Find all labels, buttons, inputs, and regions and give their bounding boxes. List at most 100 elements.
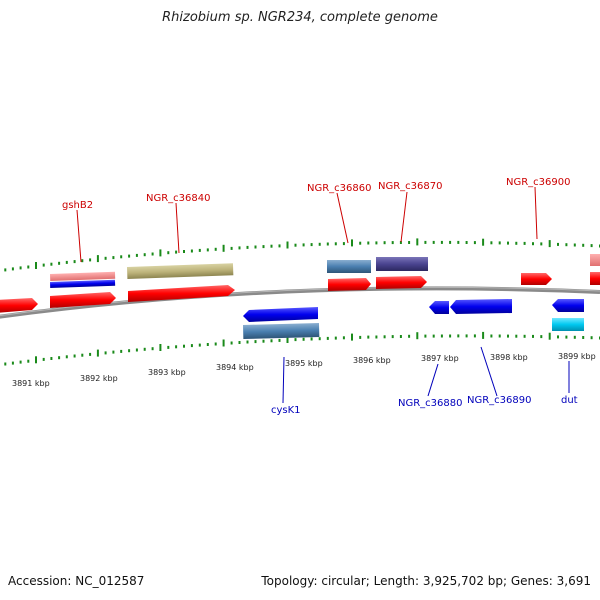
- minor-tick: [498, 241, 501, 245]
- cds-reverse-cysK1[interactable]: [243, 307, 318, 322]
- minor-tick: [270, 339, 273, 343]
- major-tick: [286, 241, 289, 249]
- minor-tick: [42, 357, 45, 361]
- minor-tick: [507, 241, 509, 245]
- major-tick: [222, 339, 225, 347]
- cds-forward-NGR_c36840[interactable]: [128, 285, 235, 302]
- minor-tick: [565, 335, 568, 339]
- minor-tick: [532, 334, 534, 338]
- major-tick: [351, 239, 353, 247]
- cds-forward-gshB2[interactable]: [50, 292, 116, 308]
- gene-label-gshB2[interactable]: gshB2: [62, 200, 93, 211]
- scale-label: 3894 kbp: [216, 363, 254, 372]
- gene-label-NGR_c36870[interactable]: NGR_c36870: [378, 181, 443, 192]
- cds-reverse-NGR_c36890[interactable]: [450, 299, 512, 314]
- minor-tick: [490, 334, 493, 338]
- minor-tick: [375, 241, 378, 245]
- gene-labels: gshB2 NGR_c36840 NGR_c36860 NGR_c36870 N…: [62, 177, 578, 416]
- misc-feature-gshB2[interactable]: [50, 279, 116, 288]
- minor-tick: [490, 241, 493, 245]
- rna-feature-gshB2[interactable]: [50, 271, 116, 281]
- minor-tick: [50, 357, 53, 360]
- cds-forward-NGR_c36900[interactable]: [521, 273, 552, 285]
- minor-tick: [318, 337, 321, 341]
- scale-label: 3899 kbp: [558, 352, 596, 361]
- reverse-tick-row: [4, 331, 600, 366]
- cds-reverse-dut[interactable]: [552, 299, 584, 312]
- minor-tick: [89, 258, 92, 262]
- gene-label-NGR_c36840[interactable]: NGR_c36840: [146, 193, 211, 204]
- cds-forward-NGR_c36860[interactable]: [328, 278, 371, 291]
- cds-reverse-NGR_c36880[interactable]: [429, 301, 449, 314]
- minor-tick: [89, 352, 92, 356]
- minor-tick: [143, 347, 146, 351]
- minor-tick: [19, 360, 22, 364]
- minor-tick: [120, 255, 123, 259]
- minor-tick: [151, 347, 154, 351]
- rna-feature[interactable]: [590, 254, 600, 266]
- major-tick: [35, 262, 37, 269]
- minor-tick: [457, 334, 460, 338]
- misc-feature-NGR_c36840[interactable]: [126, 263, 234, 279]
- minor-tick: [557, 335, 559, 339]
- cds-forward-NGR_c36870[interactable]: [376, 276, 427, 289]
- minor-tick: [367, 335, 370, 339]
- minor-tick: [310, 337, 313, 341]
- minor-tick: [230, 341, 233, 345]
- minor-tick: [367, 241, 370, 245]
- forward-features: [0, 254, 600, 313]
- misc-feature-dut[interactable]: [552, 318, 584, 331]
- scale-label: 3896 kbp: [353, 356, 391, 365]
- minor-tick: [65, 355, 68, 359]
- map-title: Rhizobium sp. NGR234, complete genome: [162, 10, 438, 25]
- minor-tick: [449, 240, 452, 244]
- major-tick: [286, 336, 289, 343]
- minor-tick: [359, 335, 362, 339]
- major-tick: [416, 332, 419, 340]
- minor-tick: [175, 345, 178, 349]
- forward-tick-row: [4, 238, 600, 272]
- minor-tick: [326, 242, 329, 246]
- cds-forward[interactable]: [0, 298, 38, 313]
- minor-tick: [151, 252, 154, 256]
- reverse-features: [243, 299, 584, 339]
- minor-tick: [143, 253, 146, 257]
- major-tick: [222, 244, 225, 252]
- minor-tick: [238, 246, 241, 250]
- gene-label-NGR_c36890[interactable]: NGR_c36890: [467, 395, 532, 406]
- minor-tick: [120, 349, 123, 353]
- minor-tick: [383, 335, 386, 339]
- major-tick: [482, 331, 485, 339]
- scale-labels: 3891 kbp 3892 kbp 3893 kbp 3894 kbp 3895…: [12, 352, 596, 388]
- gene-label-NGR_c36900[interactable]: NGR_c36900: [506, 177, 571, 188]
- minor-tick: [540, 335, 543, 339]
- misc-feature-NGR_c36860[interactable]: [327, 260, 371, 273]
- cds-forward[interactable]: [590, 272, 600, 285]
- minor-tick: [167, 345, 170, 349]
- minor-tick: [375, 335, 378, 339]
- misc-feature-NGR_c36870[interactable]: [376, 257, 428, 271]
- minor-tick: [254, 340, 257, 344]
- major-tick: [548, 240, 551, 248]
- gene-label-dut[interactable]: dut: [561, 395, 578, 406]
- minor-tick: [408, 334, 411, 338]
- minor-tick: [278, 338, 281, 342]
- scale-label: 3891 kbp: [12, 379, 50, 388]
- minor-tick: [523, 241, 526, 245]
- minor-tick: [19, 266, 22, 270]
- minor-tick: [590, 244, 593, 248]
- minor-tick: [104, 256, 107, 260]
- misc-feature-cysK1[interactable]: [243, 323, 320, 339]
- minor-tick: [573, 335, 576, 339]
- minor-tick: [42, 263, 45, 267]
- gene-label-NGR_c36860[interactable]: NGR_c36860: [307, 183, 372, 194]
- minor-tick: [408, 241, 411, 244]
- label-leaders: [76, 186, 570, 404]
- minor-tick: [582, 243, 585, 247]
- minor-tick: [590, 336, 593, 340]
- gene-label-NGR_c36880[interactable]: NGR_c36880: [398, 398, 463, 409]
- gene-label-cysK1[interactable]: cysK1: [271, 405, 301, 416]
- minor-tick: [334, 336, 337, 340]
- minor-tick: [449, 334, 452, 338]
- minor-tick: [391, 241, 394, 245]
